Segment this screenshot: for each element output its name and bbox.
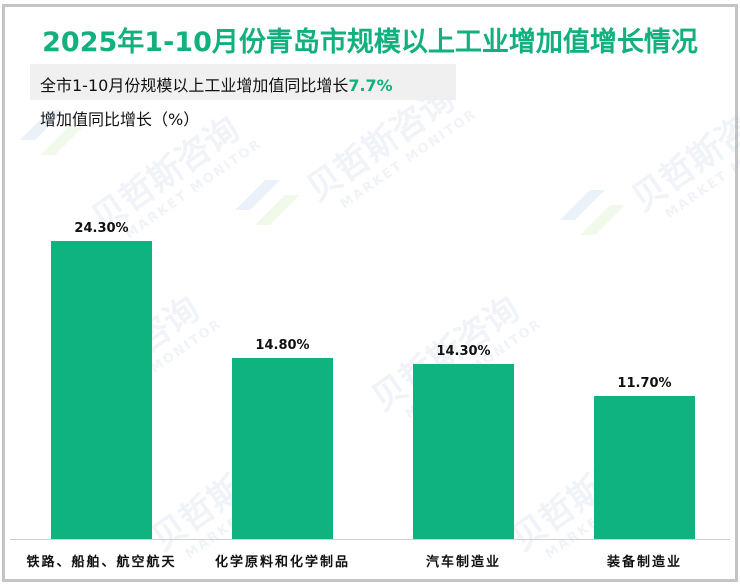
- category-label: 汽车制造业: [425, 555, 501, 570]
- bar: [413, 364, 514, 539]
- category-label: 装备制造业: [606, 555, 682, 570]
- summary-value: 7.7%: [348, 76, 393, 95]
- category-label: 铁路、船舶、航空航天: [26, 555, 177, 570]
- y-axis-label: 增加值同比增长（%）: [40, 110, 200, 129]
- summary-box: 全市1-10月份规模以上工业增加值同比增长7.7%: [30, 64, 456, 100]
- summary-prefix: 全市1-10月份规模以上工业增加值同比增长: [40, 76, 349, 95]
- x-axis-line: [10, 539, 730, 540]
- bar: [232, 358, 333, 539]
- bar: [594, 396, 695, 539]
- bar-value-label: 11.70%: [617, 376, 672, 391]
- chart-title: 2025年1-10月份青岛市规模以上工业增加值增长情况: [42, 27, 698, 58]
- bar-value-label: 24.30%: [74, 221, 129, 236]
- bar-value-label: 14.80%: [255, 338, 310, 353]
- summary-text: 全市1-10月份规模以上工业增加值同比增长7.7%: [40, 72, 393, 96]
- bar: [51, 241, 152, 539]
- bar-value-label: 14.30%: [436, 344, 491, 359]
- category-label: 化学原料和化学制品: [214, 555, 350, 570]
